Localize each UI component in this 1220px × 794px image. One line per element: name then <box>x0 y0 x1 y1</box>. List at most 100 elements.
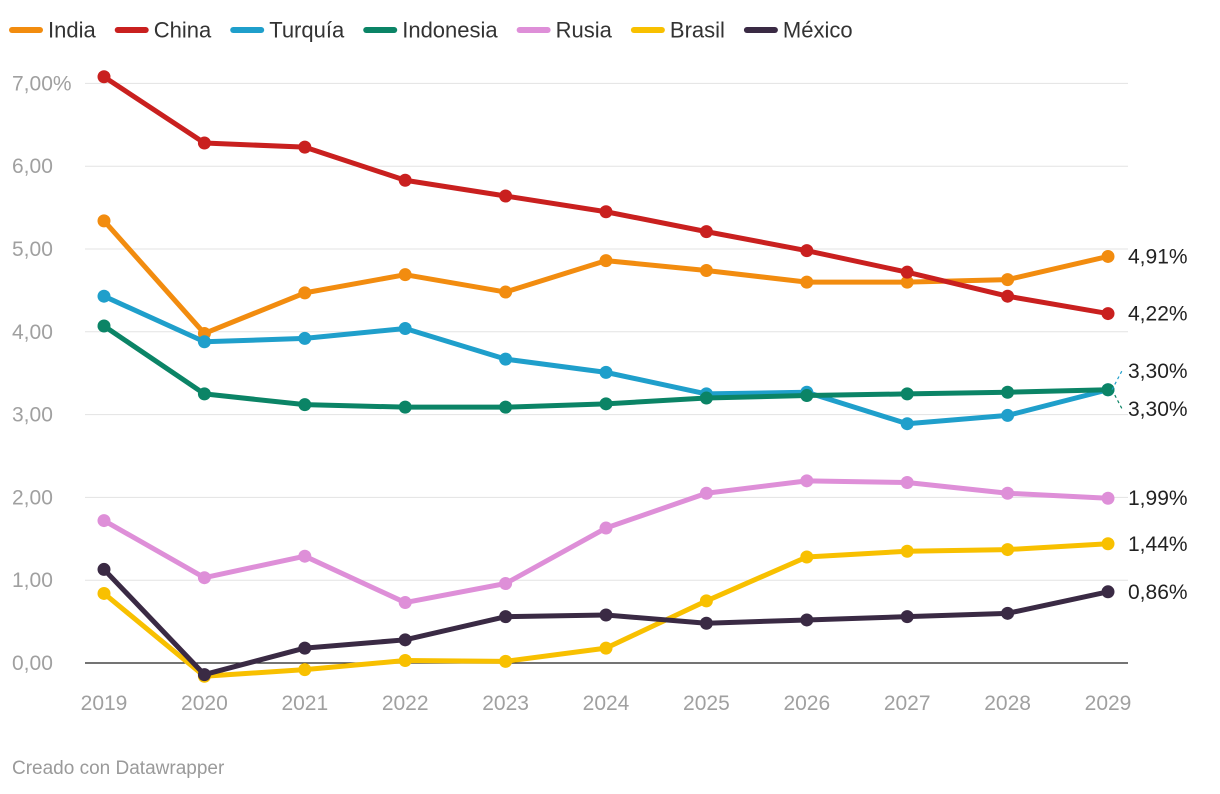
legend-item-méxico: México <box>743 18 853 43</box>
data-point <box>197 668 211 682</box>
data-point <box>599 608 613 622</box>
data-point <box>599 641 613 655</box>
legend-label: Brasil <box>670 18 725 43</box>
data-point <box>699 594 713 608</box>
end-label-indonesia: 3,30% <box>1128 398 1188 421</box>
data-point <box>1101 249 1115 263</box>
y-tick-label: 5,00 <box>12 238 53 261</box>
x-tick-label: 2026 <box>783 692 830 715</box>
legend-item-china: China <box>114 18 212 43</box>
data-point <box>298 549 312 563</box>
y-tick-label: 0,00 <box>12 652 53 675</box>
data-point <box>1101 585 1115 599</box>
end-label-india: 4,91% <box>1128 245 1188 268</box>
data-point <box>298 641 312 655</box>
data-point <box>398 321 412 335</box>
series-méxico <box>97 562 1115 682</box>
end-labels: 4,91% 4,22% 3,30% 3,30% 1,99% 1,44% 0,86% <box>1111 245 1188 604</box>
series-indonesia <box>97 319 1115 414</box>
y-tick-label: 1,00 <box>12 569 53 592</box>
series-line <box>101 218 1111 336</box>
x-tick-label: 2025 <box>683 692 730 715</box>
legend-item-india: India <box>9 18 96 43</box>
data-point <box>499 352 513 366</box>
data-point <box>398 400 412 414</box>
end-label-turquía: 3,30% <box>1128 360 1188 383</box>
data-point <box>599 205 613 219</box>
series-brasil <box>97 537 1115 683</box>
data-point <box>398 596 412 610</box>
data-point <box>699 486 713 500</box>
data-point <box>499 189 513 203</box>
data-point <box>699 264 713 278</box>
series-lines <box>97 70 1115 683</box>
x-tick-label: 2021 <box>281 692 328 715</box>
x-tick-label: 2020 <box>181 692 228 715</box>
data-point <box>900 475 914 489</box>
x-tick-label: 2022 <box>382 692 429 715</box>
data-point <box>97 562 111 576</box>
data-point <box>800 244 814 258</box>
data-point <box>900 275 914 289</box>
data-point <box>398 654 412 668</box>
series-india <box>97 214 1115 340</box>
data-point <box>197 387 211 401</box>
data-point <box>900 544 914 558</box>
x-tick-label: 2029 <box>1085 692 1132 715</box>
data-point <box>800 275 814 289</box>
series-line <box>101 74 1111 317</box>
data-point <box>97 586 111 600</box>
data-point <box>1001 273 1015 287</box>
data-point <box>900 610 914 624</box>
series-line <box>101 566 1111 678</box>
x-axis: 2019 2020 2021 2022 2023 2024 2025 2026 2027 2028… <box>81 692 1132 715</box>
end-label-méxico: 0,86% <box>1128 581 1188 604</box>
data-point <box>298 331 312 345</box>
data-point <box>1101 307 1115 321</box>
data-point <box>900 387 914 401</box>
x-tick-label: 2019 <box>81 692 128 715</box>
data-point <box>499 654 513 668</box>
data-point <box>1101 383 1115 397</box>
data-point <box>1001 606 1015 620</box>
data-point <box>499 400 513 414</box>
y-tick-label: 7,00% <box>12 72 72 95</box>
legend-item-indonesia: Indonesia <box>363 18 498 43</box>
data-point <box>97 319 111 333</box>
data-point <box>1001 486 1015 500</box>
data-point <box>599 397 613 411</box>
end-label-rusia: 1,99% <box>1128 487 1188 510</box>
y-tick-label: 4,00 <box>12 321 53 344</box>
legend-item-turquía: Turquía <box>230 18 345 43</box>
data-point <box>599 521 613 535</box>
data-point <box>1001 408 1015 422</box>
data-point <box>97 70 111 84</box>
data-point <box>97 289 111 303</box>
data-point <box>1001 385 1015 399</box>
legend: India China Turquía Indonesia Rusia Brasil Méx… <box>9 18 853 43</box>
data-point <box>298 398 312 412</box>
legend-label: China <box>154 18 212 43</box>
data-point <box>499 285 513 299</box>
data-point <box>398 268 412 282</box>
legend-label: Rusia <box>556 18 613 43</box>
x-tick-label: 2023 <box>482 692 529 715</box>
data-point <box>499 577 513 591</box>
data-point <box>97 514 111 528</box>
end-label-brasil: 1,44% <box>1128 533 1188 556</box>
data-point <box>197 335 211 349</box>
data-point <box>298 663 312 677</box>
credit-footer: Creado con Datawrapper <box>12 758 225 779</box>
data-point <box>1001 289 1015 303</box>
legend-label: India <box>48 18 96 43</box>
legend-item-brasil: Brasil <box>630 18 725 43</box>
data-point <box>599 254 613 268</box>
series-china <box>97 70 1115 321</box>
data-point <box>1101 491 1115 505</box>
data-point <box>699 225 713 239</box>
data-point <box>900 265 914 279</box>
data-point <box>398 633 412 647</box>
legend-item-rusia: Rusia <box>516 18 613 43</box>
data-point <box>97 214 111 228</box>
data-point <box>398 173 412 187</box>
